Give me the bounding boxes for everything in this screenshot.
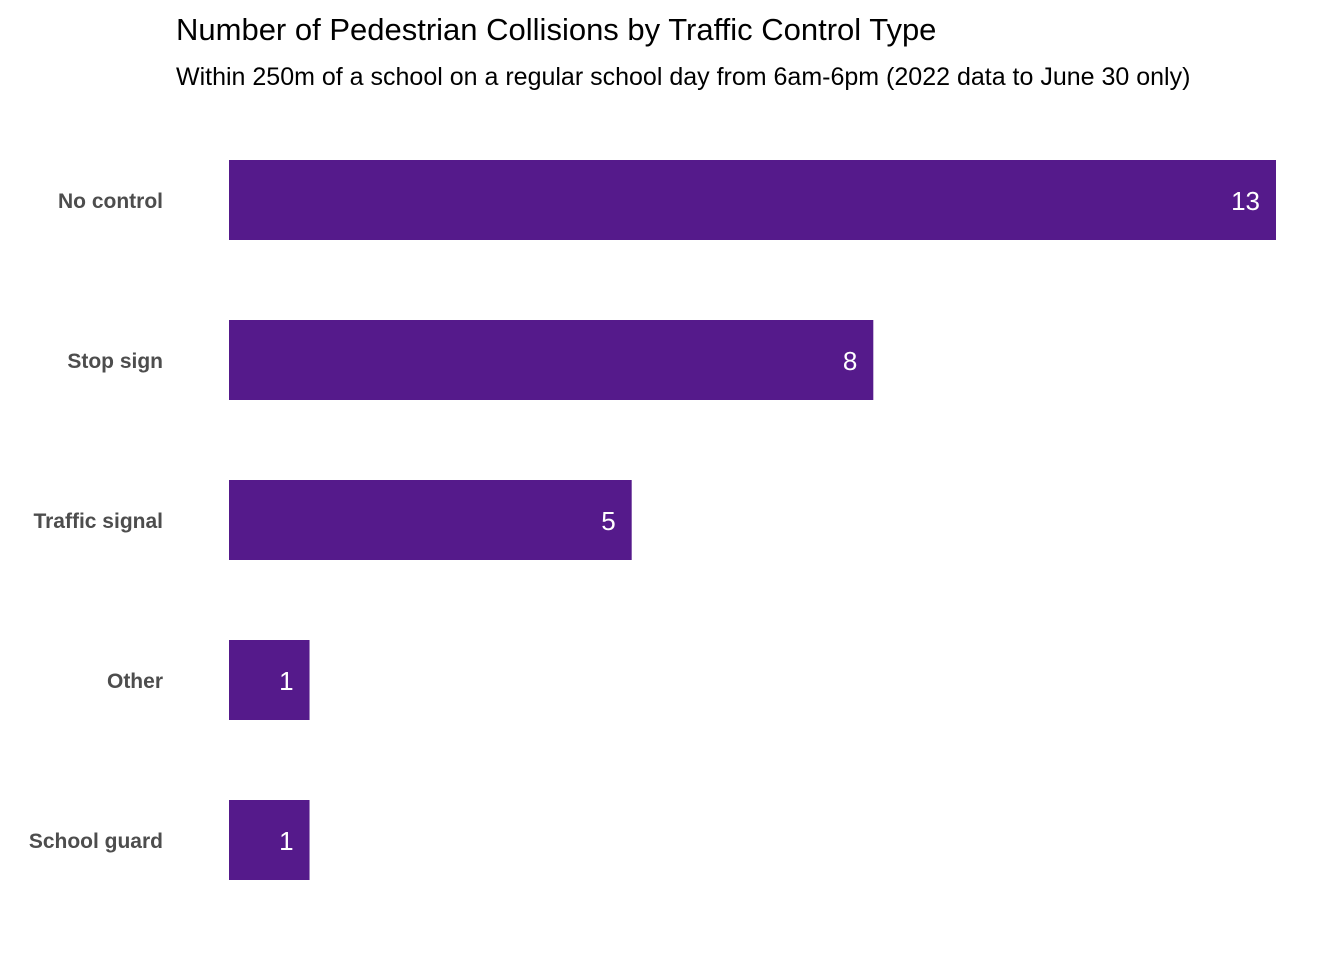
category-label: School guard: [29, 830, 163, 853]
chart-title: Number of Pedestrian Collisions by Traff…: [176, 12, 936, 47]
category-label: No control: [58, 190, 163, 213]
category-label: Traffic signal: [33, 510, 163, 533]
category-label: Stop sign: [67, 350, 163, 373]
value-label: 1: [279, 826, 293, 856]
chart-subtitle: Within 250m of a school on a regular sch…: [176, 63, 1190, 91]
value-label: 8: [843, 346, 857, 376]
bar-no-control: [229, 160, 1276, 240]
value-label: 5: [601, 506, 615, 536]
bar-stop-sign: [229, 320, 874, 400]
bar-traffic-signal: [229, 480, 632, 560]
bar-other: [229, 640, 310, 720]
bars-group: No control 13 Stop sign 8 Traffic signal 5 Oth…: [29, 160, 1276, 880]
value-label: 1: [279, 666, 293, 696]
category-label: Other: [107, 670, 163, 693]
value-label: 13: [1231, 186, 1260, 216]
bar-school-guard: [229, 800, 310, 880]
